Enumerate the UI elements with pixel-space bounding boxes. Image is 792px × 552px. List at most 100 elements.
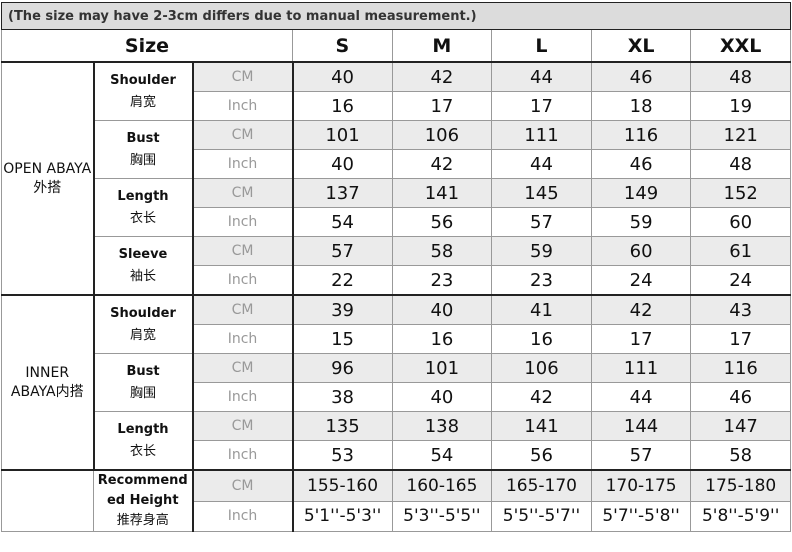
unit: Inch [192,440,294,471]
value: 147 [690,411,791,441]
value: 141 [491,411,592,441]
value: 16 [292,91,393,121]
value: 60 [590,236,692,266]
value: 57 [292,236,393,266]
value: 17 [391,91,493,121]
value: 149 [590,178,692,208]
measure-name: Bust 胸围 [93,120,194,179]
value: 54 [292,207,393,237]
unit: Inch [192,382,294,412]
header-row: Size S M L XL XXL [1,29,791,63]
value: 141 [391,178,493,208]
height-en: Recommended Height [97,473,188,508]
value: 58 [391,236,493,266]
measure-name: Length 衣长 [93,178,194,237]
value: 137 [292,178,393,208]
unit: CM [192,120,294,150]
value: 17 [690,324,791,354]
value: 101 [391,353,493,383]
value: 60 [690,207,791,237]
value: 46 [690,382,791,412]
size-header: XL [590,29,692,63]
value: 40 [391,294,493,325]
measure-en: Shoulder [110,72,176,88]
value: 155-160 [292,469,393,502]
unit: Inch [192,265,294,296]
measure-name: Sleeve 袖长 [93,236,194,296]
value: 165-170 [491,469,592,502]
size-table: (The size may have 2-3cm differs due to … [1,2,791,532]
value: 42 [391,61,493,92]
value: 144 [590,411,692,441]
value: 40 [292,61,393,92]
measure-zh: 肩宽 [129,327,156,343]
value: 17 [590,324,692,354]
data-row: Inch 54 56 57 59 60 [2,207,791,237]
value: 106 [391,120,493,150]
data-row: Recommended Height 推荐身高 CM 155-160 160-165 16… [1,469,791,532]
value: 44 [590,382,692,412]
value: 39 [292,294,393,325]
measure-en: Bust [126,130,160,146]
value: 116 [590,120,692,150]
measure-zh: 肩宽 [129,94,156,110]
value: 59 [590,207,692,237]
value: 42 [491,382,592,412]
value: 138 [391,411,493,441]
data-row: Inch 16 17 17 18 19 [2,91,791,121]
measure-en: Length [117,188,169,204]
data-row: Inch 22 23 23 24 24 [2,265,791,296]
value: 23 [391,265,493,296]
value: 42 [391,149,493,179]
value: 96 [292,353,393,383]
value: 53 [292,440,393,471]
measure-zh: 衣长 [129,443,156,459]
measure-name: Shoulder 肩宽 [93,294,194,354]
value: 15 [292,324,393,354]
value: 145 [491,178,592,208]
value: 106 [491,353,592,383]
unit: CM [192,178,294,208]
data-row: Bust 胸围 CM 101 106 111 116 121 [2,120,791,179]
measure-name: Bust 胸围 [93,353,194,412]
size-header: M [391,29,493,63]
data-row: Length 衣长 CM 135 138 141 144 147 [2,411,791,471]
value: 5'5''-5'7'' [491,500,592,532]
value: 58 [690,440,791,471]
measure-zh: 袖长 [129,268,156,284]
data-row: Length 衣长 CM 137 141 145 149 152 [2,178,791,237]
value: 59 [491,236,592,266]
value: 43 [690,294,791,325]
value: 101 [292,120,393,150]
measure-en: Bust [126,363,160,379]
value: 18 [590,91,692,121]
value: 16 [491,324,592,354]
value: 19 [690,91,791,121]
value: 42 [590,294,692,325]
unit: Inch [192,207,294,237]
data-row: INNER ABAYA内搭 Shoulder 肩宽 CM 39 40 41 42 43 [1,294,791,471]
note: (The size may have 2-3cm differs due to … [1,2,791,30]
value: 40 [292,149,393,179]
value: 17 [491,91,592,121]
value: 46 [590,61,692,92]
value: 56 [491,440,592,471]
measure-name: Shoulder 肩宽 [93,61,194,121]
data-row: OPEN ABAYA外搭 Shoulder 肩宽 CM 40 42 44 46 48 [1,61,791,296]
value: 24 [590,265,692,296]
data-row: Inch 5'1''-5'3'' 5'3''-5'5'' 5'5''-5'7'' 5'7… [2,500,791,532]
value: 22 [292,265,393,296]
value: 111 [590,353,692,383]
measure-zh: 胸围 [129,152,156,168]
value: 46 [590,149,692,179]
unit: CM [192,469,294,502]
measure-name: Length 衣长 [93,411,194,471]
value: 41 [491,294,592,325]
value: 24 [690,265,791,296]
value: 175-180 [690,469,791,502]
measure-zh: 衣长 [129,210,156,226]
size-label: Size [1,29,293,63]
value: 44 [491,61,592,92]
data-row: Sleeve 袖长 CM 57 58 59 60 61 [2,236,791,296]
height-label: Recommended Height 推荐身高 [93,469,194,532]
